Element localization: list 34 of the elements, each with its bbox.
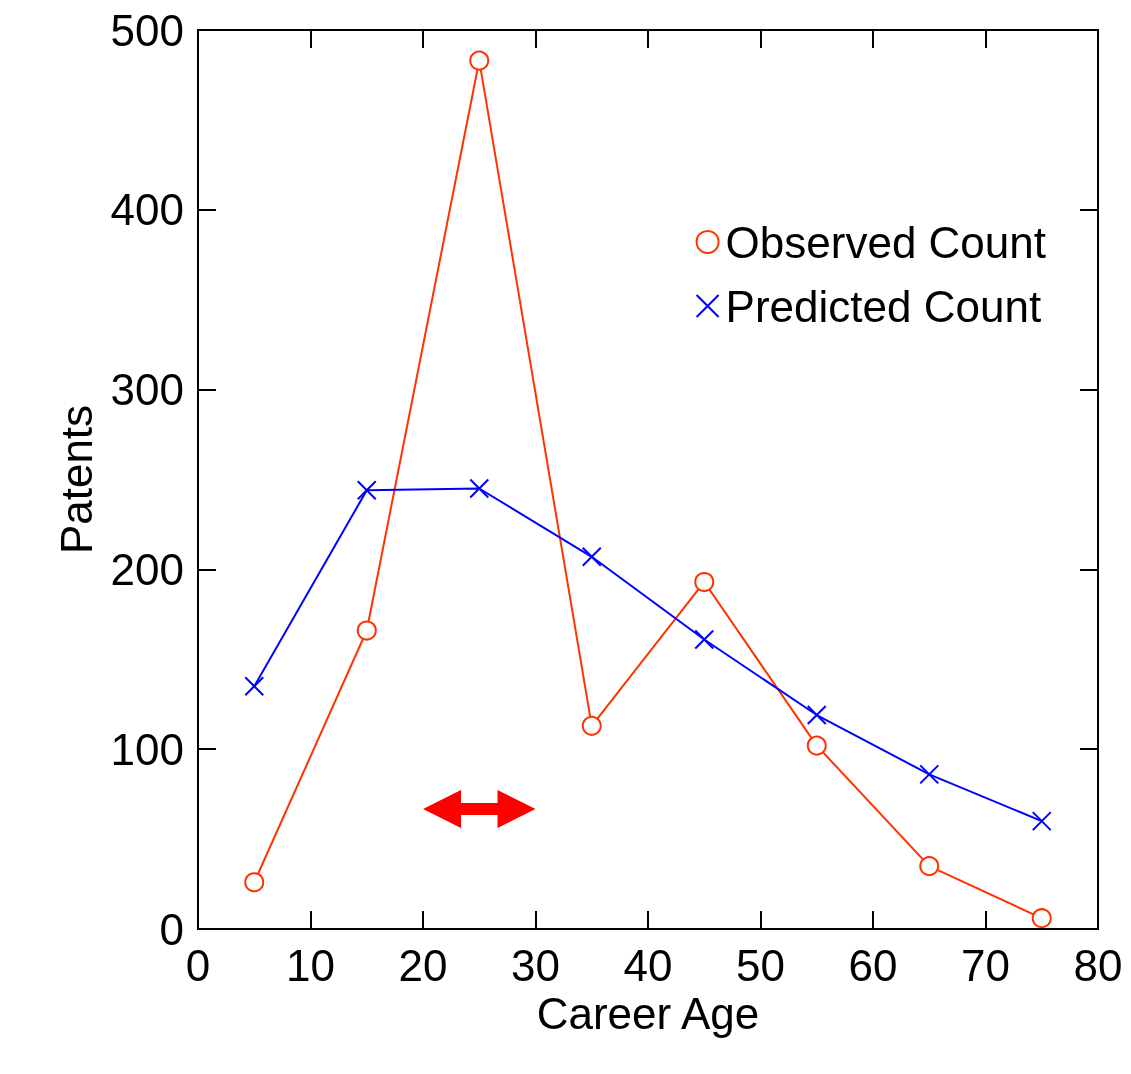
y-tick-label: 0 (159, 904, 184, 954)
x-tick-label: 50 (736, 940, 785, 990)
point (1031, 908, 1052, 929)
x-tick-label: 30 (511, 940, 560, 990)
x-tick-label: 60 (848, 940, 898, 990)
x-tick-label: 80 (1073, 940, 1123, 990)
y-tick-label: 300 (110, 365, 184, 415)
point (469, 50, 490, 71)
y-axis-title: Patents (51, 404, 101, 555)
x-tick-label: 10 (286, 940, 335, 990)
point (469, 478, 490, 499)
y-tick-label: 100 (110, 724, 184, 774)
point (1031, 811, 1052, 832)
point (694, 571, 715, 592)
point (694, 629, 715, 650)
point (919, 764, 940, 785)
x-tick-label: 40 (623, 940, 673, 990)
y-tick-label: 200 (110, 544, 184, 594)
point (581, 715, 602, 736)
point (806, 705, 827, 726)
point (356, 620, 377, 641)
point (244, 872, 265, 893)
legend-label: Observed Count (725, 217, 1047, 267)
x-tick-label: 20 (398, 940, 448, 990)
point (581, 546, 602, 567)
legend-label: Predicted Count (725, 281, 1042, 331)
x-axis-title: Career Age (536, 989, 760, 1039)
point (356, 480, 377, 501)
point (244, 676, 265, 697)
x-tick-label: 70 (961, 940, 1010, 990)
point (919, 856, 940, 877)
y-tick-label: 500 (110, 5, 184, 55)
y-tick-label: 400 (110, 185, 184, 235)
point (806, 735, 827, 756)
